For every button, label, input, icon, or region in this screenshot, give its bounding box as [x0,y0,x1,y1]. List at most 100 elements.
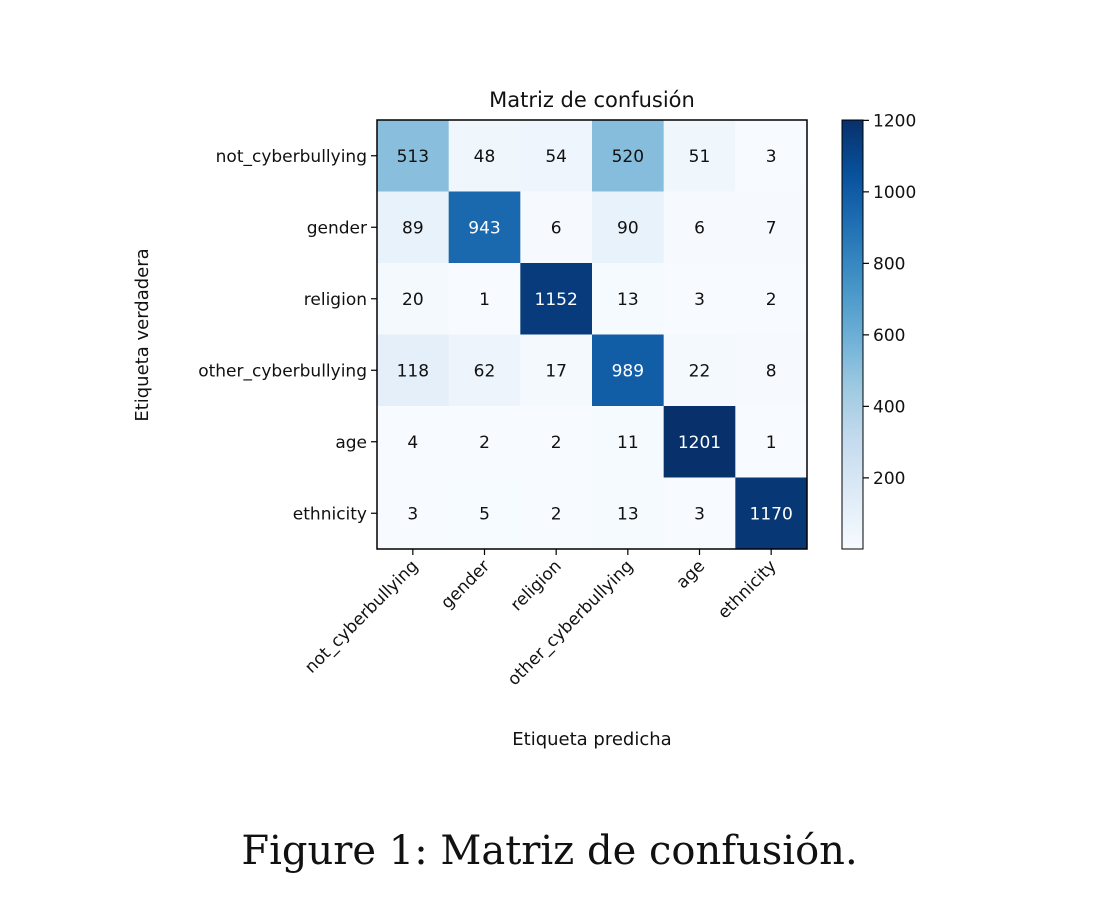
matrix-cell [520,406,593,478]
cell-value: 13 [617,504,639,524]
cell-value: 1170 [750,504,793,524]
colorbar-tick-label: 1200 [873,111,916,131]
matrix-cell [735,191,808,264]
cell-value: 2 [551,504,562,524]
matrix-cell [448,334,521,407]
matrix-cell [663,334,736,407]
matrix-cell [448,477,521,550]
matrix-cell [663,263,736,335]
y-tick-label: other_cyberbullying [198,361,367,381]
cell-value: 6 [694,218,705,238]
y-tick-label: religion [304,290,367,310]
cell-value: 13 [617,290,639,310]
matrix-cell [735,334,808,407]
cell-value: 51 [689,147,711,167]
matrix-cell [520,263,593,335]
cell-value: 3 [694,504,705,524]
matrix-cell [448,263,521,335]
matrix-cell [735,263,808,335]
matrix-cell [520,477,593,550]
matrix-cell [592,191,665,264]
cell-value: 1152 [535,290,578,310]
y-tick-label: age [335,433,367,453]
matrix-frame [376,119,808,550]
cell-value: 22 [689,361,711,381]
cell-value: 8 [766,361,777,381]
cell-value: 1 [479,290,490,310]
cell-value: 989 [612,361,644,381]
matrix-cell [377,120,450,192]
colorbar [841,119,864,550]
cell-value: 1201 [678,433,721,453]
colorbar-tick-label: 1000 [873,183,916,203]
cell-value: 7 [766,218,777,238]
matrix-cell [592,334,665,407]
figure-caption: Figure 1: Matriz de confusión. [241,828,858,874]
matrix-cell [592,406,665,478]
matrix-cell [520,334,593,407]
matrix-cell [592,263,665,335]
y-tick-label: gender [307,218,367,238]
cell-value: 3 [407,504,418,524]
colorbar-ticks: 200 400 600 800 1000 1200 [863,111,916,489]
y-axis-label: Etiqueta verdadera [132,248,153,421]
x-tick-label: gender [437,556,494,613]
matrix-cell [663,477,736,550]
x-tick-label: other_cyberbullying [504,556,637,689]
chart-title: Matriz de confusión [489,88,695,112]
matrix-cell [520,120,593,192]
cell-value: 48 [474,147,496,167]
matrix-cell [377,191,450,264]
x-tick-labels: not_cyberbullying gender religionother_cyb… [301,549,781,690]
cell-value: 2 [479,433,490,453]
colorbar-tick-label: 200 [873,469,905,489]
matrix-cell [663,191,736,264]
matrix-cell [377,406,450,478]
cell-value: 3 [766,147,777,167]
cell-value: 520 [612,147,644,167]
cell-value: 62 [474,361,496,381]
cell-value: 20 [402,290,424,310]
matrix-cell [735,477,808,550]
colorbar-tick-label: 600 [873,326,905,346]
matrix-cell [377,477,450,550]
matrix-cell [663,120,736,192]
matrix-cell [520,191,593,264]
cell-value: 2 [551,433,562,453]
x-tick-label: ethnicity [714,556,781,623]
matrix-cell [448,120,521,192]
cell-value: 943 [468,218,500,238]
cell-value: 1 [766,433,777,453]
cell-value: 54 [545,147,567,167]
matrix-cell [592,477,665,550]
cell-value: 17 [545,361,567,381]
x-axis-label: Etiqueta predicha [512,729,671,750]
matrix-cell [735,120,808,192]
matrix-cell [377,334,450,407]
cell-value: 3 [694,290,705,310]
cell-value: 11 [617,433,639,453]
cell-value: 89 [402,218,424,238]
x-tick-label: religion [507,556,566,615]
matrix-cell [592,120,665,192]
colorbar-tick-label: 800 [873,254,905,274]
matrix-cells [377,120,808,550]
cell-value: 513 [397,147,429,167]
cell-value: 118 [397,361,429,381]
x-tick-label: age [672,556,709,593]
cell-value: 6 [551,218,562,238]
matrix-cell [448,406,521,478]
cell-value: 4 [407,433,418,453]
y-tick-label: not_cyberbullying [216,147,367,167]
cell-value: 5 [479,504,490,524]
matrix-cell [448,191,521,264]
matrix-cell [663,406,736,478]
colorbar-tick-label: 400 [873,397,905,417]
matrix-cell [735,406,808,478]
y-tick-label: ethnicity [293,504,367,524]
cell-value: 2 [766,290,777,310]
x-tick-label: not_cyberbullying [301,556,422,677]
